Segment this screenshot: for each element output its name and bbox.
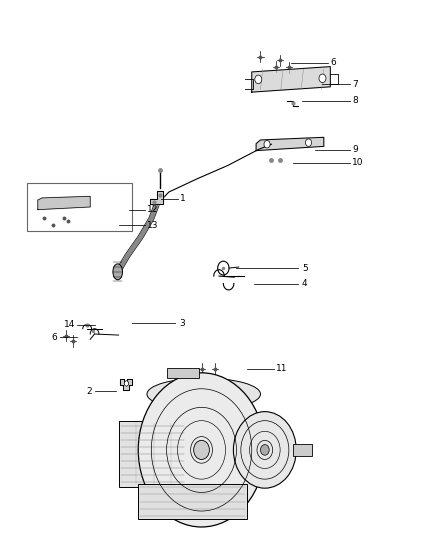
Text: 9: 9 <box>352 145 358 154</box>
Circle shape <box>194 440 209 459</box>
Bar <box>119 421 186 487</box>
Bar <box>293 443 311 456</box>
Circle shape <box>233 411 296 488</box>
Text: 5: 5 <box>302 264 308 272</box>
Bar <box>27 183 132 231</box>
Bar <box>138 484 247 519</box>
Polygon shape <box>150 191 163 204</box>
Text: 1: 1 <box>180 195 185 204</box>
Text: 2: 2 <box>87 387 92 396</box>
Text: 8: 8 <box>352 96 358 105</box>
Polygon shape <box>38 196 90 209</box>
Polygon shape <box>120 379 132 390</box>
Circle shape <box>218 261 229 275</box>
Polygon shape <box>256 138 324 151</box>
Circle shape <box>319 74 326 83</box>
Text: 12: 12 <box>147 205 158 214</box>
Circle shape <box>255 75 262 84</box>
Text: 3: 3 <box>180 319 185 328</box>
Text: 7: 7 <box>352 79 358 88</box>
Ellipse shape <box>113 264 123 280</box>
Text: 6: 6 <box>52 333 57 342</box>
Text: 4: 4 <box>302 279 307 288</box>
Circle shape <box>124 381 129 386</box>
Text: 11: 11 <box>276 364 287 373</box>
Text: 6: 6 <box>330 59 336 67</box>
Circle shape <box>264 141 270 148</box>
Text: 10: 10 <box>352 158 364 167</box>
Text: 14: 14 <box>64 320 75 329</box>
Bar <box>166 368 199 378</box>
Polygon shape <box>252 67 330 92</box>
Text: 13: 13 <box>147 221 159 230</box>
Circle shape <box>261 445 269 455</box>
Circle shape <box>138 373 265 527</box>
Ellipse shape <box>147 378 261 410</box>
Circle shape <box>305 139 311 147</box>
